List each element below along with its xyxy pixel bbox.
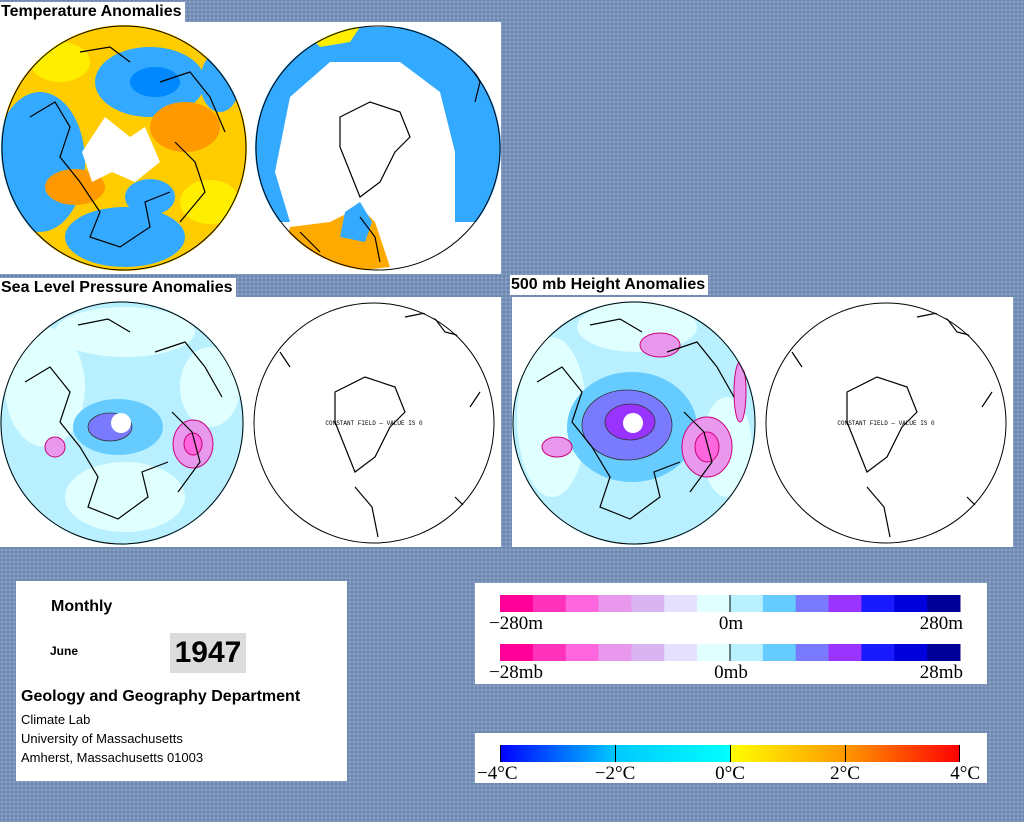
scale-bin xyxy=(828,595,862,612)
year-label: 1947 xyxy=(170,633,246,673)
scale-bin xyxy=(565,644,600,661)
temperature-scale-label-2: −2°C xyxy=(595,763,636,783)
temperature-anomalies-panel xyxy=(0,22,501,274)
scale-bin xyxy=(697,644,731,661)
scale-bin xyxy=(927,595,961,612)
height-pressure-legend: −280m 0m 280m −28mb 0mb 28mb xyxy=(475,583,987,684)
temperature-south-hemisphere-map xyxy=(255,25,501,271)
scale-bin xyxy=(631,644,665,661)
month-label: June xyxy=(50,644,79,658)
scale-bin xyxy=(500,644,534,661)
scale-bin xyxy=(861,644,895,661)
scale-bin xyxy=(894,595,928,612)
scale-bin xyxy=(664,644,698,661)
height-scale-min-label: −280m xyxy=(489,613,543,634)
height-scale-max-label: 280m xyxy=(920,613,964,634)
slp-constant-field-note: CONSTANT FIELD — VALUE IS 0 xyxy=(325,420,423,427)
height500-north-hemisphere-map xyxy=(512,301,756,545)
scale-bin xyxy=(927,644,961,661)
temperature-scale-label-1: −4°C xyxy=(477,763,518,783)
temperature-scale-ticks xyxy=(500,745,960,762)
scale-bin xyxy=(532,595,567,612)
scale-bin xyxy=(697,595,731,612)
period-label: Monthly xyxy=(51,598,113,615)
temperature-scale-label-3: 0°C xyxy=(715,763,745,783)
pressure-scale-max-label: 28mb xyxy=(920,662,963,683)
temperature-scale-label-4: 2°C xyxy=(830,763,860,783)
scale-bin xyxy=(598,644,632,661)
slp-north-hemisphere-map xyxy=(0,301,244,545)
temperature-north-hemisphere-map xyxy=(1,25,247,271)
scale-bin xyxy=(828,644,862,661)
scale-bin xyxy=(795,595,830,612)
temperature-scale-label-5: 4°C xyxy=(950,763,980,783)
scale-bin xyxy=(762,644,797,661)
scale-bin xyxy=(598,595,632,612)
height-scale-bar xyxy=(500,595,961,612)
height500-constant-field-note: CONSTANT FIELD — VALUE IS 0 xyxy=(837,420,935,427)
height500-anomalies-title: 500 mb Height Anomalies xyxy=(510,275,709,295)
scale-bin xyxy=(894,644,928,661)
scale-bin xyxy=(762,595,797,612)
scale-bin xyxy=(861,595,895,612)
height-scale-mid-label: 0m xyxy=(719,613,744,634)
department-label: Geology and Geography Department xyxy=(21,688,301,705)
scale-bin xyxy=(565,595,600,612)
info-box: Monthly June 1947 Geology and Geography … xyxy=(16,581,347,781)
lab-label: Climate Lab xyxy=(21,712,91,727)
scale-bin xyxy=(631,595,665,612)
scale-bin xyxy=(730,644,764,661)
university-label: University of Massachusetts xyxy=(21,731,183,746)
scale-bin xyxy=(795,644,830,661)
slp-anomalies-panel: CONSTANT FIELD — VALUE IS 0 xyxy=(0,297,501,547)
slp-south-hemisphere-map xyxy=(253,302,495,544)
scale-bin xyxy=(664,595,698,612)
address-label: Amherst, Massachusetts 01003 xyxy=(21,750,204,765)
pressure-scale-min-label: −28mb xyxy=(489,662,543,683)
pressure-scale-mid-label: 0mb xyxy=(714,662,748,683)
scale-bin xyxy=(532,644,567,661)
slp-anomalies-title: Sea Level Pressure Anomalies xyxy=(0,278,236,298)
height500-south-hemisphere-map xyxy=(765,302,1007,544)
temperature-legend: −4°C −2°C 0°C 2°C 4°C xyxy=(475,733,987,783)
height500-anomalies-panel: CONSTANT FIELD — VALUE IS 0 xyxy=(512,297,1013,547)
pressure-scale-bar xyxy=(500,644,961,661)
temperature-anomalies-title: Temperature Anomalies xyxy=(0,2,185,22)
scale-bin xyxy=(500,595,534,612)
scale-bin xyxy=(730,595,764,612)
